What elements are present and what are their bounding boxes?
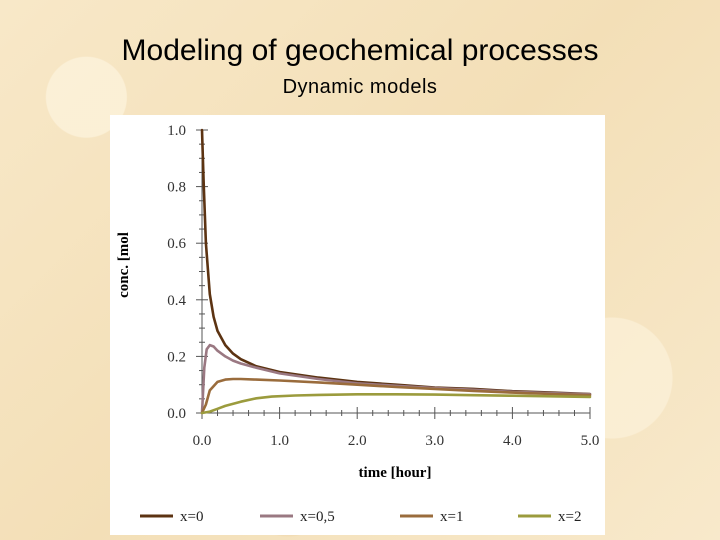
legend-label: x=0 bbox=[180, 509, 203, 525]
x-tick-label: 3.0 bbox=[425, 433, 444, 449]
series-line-4 bbox=[200, 392, 592, 415]
series-line-3 bbox=[200, 377, 592, 415]
x-tick-label: 1.0 bbox=[270, 433, 289, 449]
x-tick-label: 5.0 bbox=[581, 433, 600, 449]
chart-series bbox=[200, 128, 592, 415]
chart-axes: 0.0 0.2 0.4 0.6 0.8 1.0 0.0 1.0 2.0 3.0 4.0 5.0 bbox=[167, 123, 599, 449]
legend-label: x=1 bbox=[440, 509, 463, 525]
slide-title: Modeling of geochemical processes bbox=[121, 34, 599, 67]
x-axis-label: time [hour] bbox=[359, 465, 432, 481]
y-tick-label: 1.0 bbox=[167, 123, 186, 139]
y-axis-label: conc. [mol bbox=[116, 232, 132, 298]
x-tick-label: 2.0 bbox=[348, 433, 367, 449]
series-line-1 bbox=[200, 128, 592, 396]
x-tick-label: 4.0 bbox=[503, 433, 522, 449]
y-tick-label: 0.6 bbox=[167, 236, 186, 252]
chart-legend: x=0 x=0,5 x=1 x=2 bbox=[140, 509, 581, 525]
y-tick-label: 0.4 bbox=[167, 293, 186, 309]
legend-label: x=2 bbox=[558, 509, 581, 525]
legend-label: x=0,5 bbox=[300, 509, 335, 525]
x-tick-label: 0.0 bbox=[193, 433, 212, 449]
concentration-chart: 0.0 0.2 0.4 0.6 0.8 1.0 0.0 1.0 2.0 3.0 4.0 5.0 con… bbox=[116, 123, 599, 525]
y-tick-label: 0.0 bbox=[167, 406, 186, 422]
y-tick-label: 0.8 bbox=[167, 180, 186, 196]
chart-panel: 0.0 0.2 0.4 0.6 0.8 1.0 0.0 1.0 2.0 3.0 4.0 5.0 con… bbox=[110, 115, 605, 535]
y-tick-label: 0.2 bbox=[167, 349, 186, 365]
slide-subtitle: Dynamic models bbox=[282, 76, 438, 98]
